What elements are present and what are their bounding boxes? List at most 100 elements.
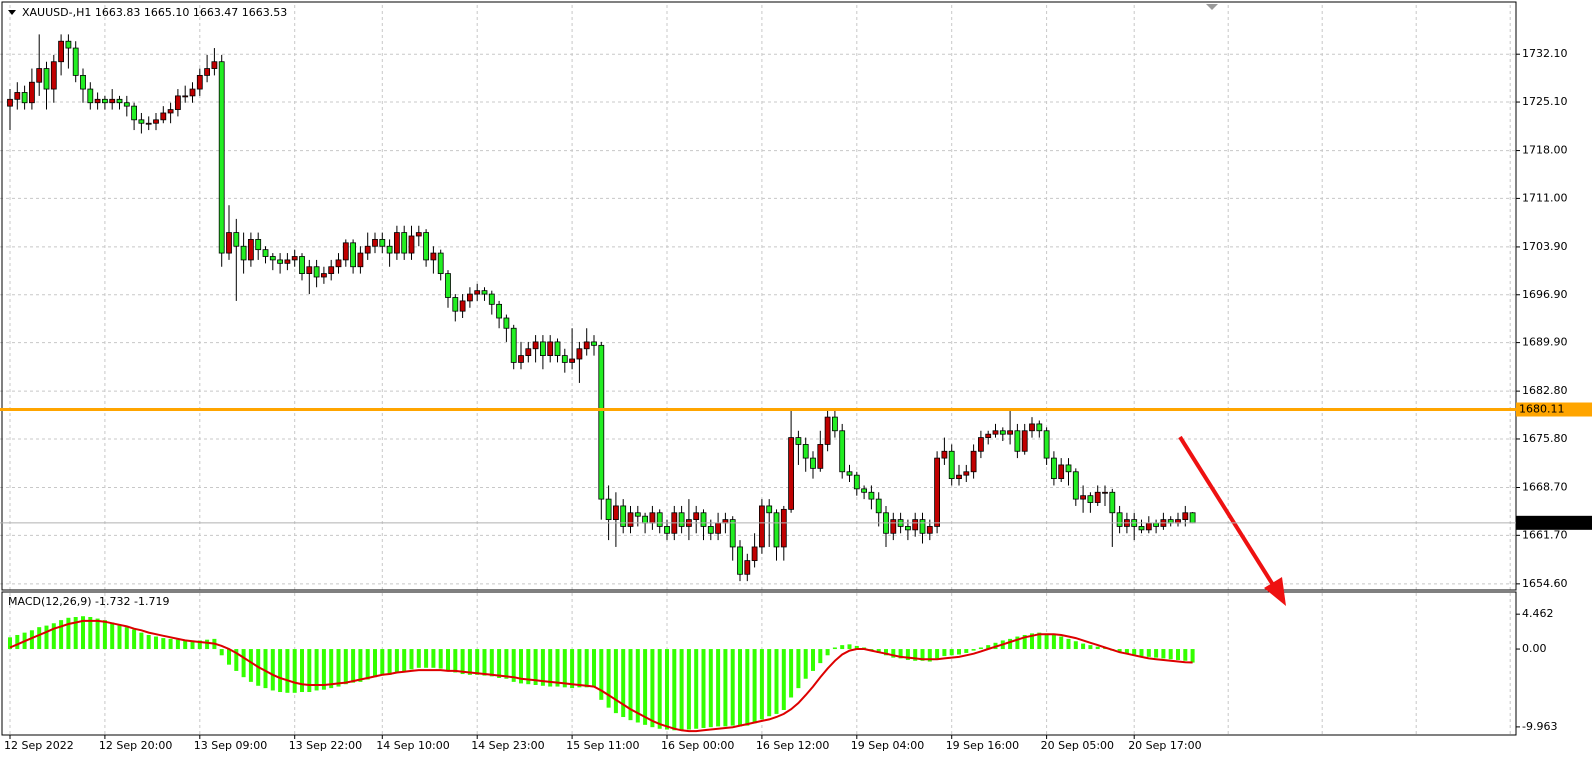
candle-body (50, 61, 57, 90)
candle-body (21, 92, 28, 104)
macd-bar (701, 649, 706, 728)
candle-body (364, 245, 371, 254)
macd-bar (942, 649, 947, 657)
candle-body (284, 259, 291, 264)
candle-body (810, 457, 816, 469)
macd-bar (613, 649, 618, 714)
candle-body (14, 92, 21, 100)
macd-bar (8, 637, 12, 650)
candle-body (1094, 491, 1101, 503)
macd-bar (29, 630, 34, 650)
x-tick-label: 20 Sep 05:00 (1041, 739, 1114, 752)
candle-body (123, 102, 130, 107)
macd-bar (949, 649, 954, 656)
candle-body (445, 273, 451, 298)
candle-body (386, 245, 393, 254)
candle-body (1051, 457, 1057, 480)
macd-bar (526, 649, 531, 685)
macd-bar (124, 627, 129, 650)
candle-body (269, 256, 276, 261)
macd-bar (971, 649, 976, 651)
candle-body (766, 505, 773, 514)
macd-bar (548, 649, 553, 687)
candle-body (554, 341, 561, 356)
candle-body (452, 297, 459, 312)
candle-body (532, 341, 539, 350)
macd-bar (431, 649, 436, 668)
macd-bar (635, 649, 640, 723)
candle-body (985, 433, 992, 438)
macd-bar (394, 649, 399, 673)
macd-bar (884, 649, 888, 656)
macd-bar (168, 638, 173, 650)
y-tick-label: 1696.90 (1522, 288, 1568, 301)
candle-body (547, 341, 554, 356)
candle-body (247, 239, 254, 261)
candle-body (591, 341, 597, 346)
candle-body (94, 98, 101, 104)
candle-body (218, 61, 225, 254)
macd-bar (592, 649, 596, 688)
macd-bar (562, 649, 567, 688)
candle-body (1014, 430, 1021, 452)
candle-body (912, 519, 919, 531)
marks (7, 34, 1196, 733)
candle-body (861, 488, 867, 493)
candle-body (240, 245, 247, 261)
candle-body (7, 98, 13, 107)
candle-body (167, 109, 174, 114)
macd-bar (380, 649, 385, 676)
candle-body (291, 256, 298, 261)
candle-body (1153, 522, 1159, 527)
candle-body (430, 252, 437, 261)
macd-bar (102, 620, 107, 650)
macd-bar (686, 649, 691, 730)
candle-body (109, 98, 116, 104)
candle-body (919, 519, 926, 534)
candle-body (503, 317, 510, 329)
macd-bar (913, 649, 918, 661)
macd-bar (1183, 649, 1188, 661)
macd-bar (1051, 634, 1056, 650)
macd-bar (161, 638, 166, 650)
candle-body (627, 512, 634, 527)
macd-bar (44, 625, 49, 650)
macd-bar (1015, 636, 1020, 650)
macd-bar (723, 649, 728, 727)
candle-body (890, 519, 897, 534)
x-tick-label: 20 Sep 17:00 (1128, 739, 1201, 752)
macd-bar (307, 649, 312, 693)
candle-body (1072, 471, 1079, 500)
macd-bar (920, 649, 925, 661)
macd-bar (1176, 649, 1180, 660)
candle-body (1087, 495, 1094, 503)
candle-body (999, 430, 1006, 435)
x-tick-label: 12 Sep 20:00 (99, 739, 172, 752)
y-tick-label: 0.00 (1522, 642, 1547, 655)
macd-bar (840, 645, 845, 650)
macd-bar (336, 649, 341, 687)
candle-body (488, 293, 495, 305)
candle-body (1145, 522, 1152, 531)
candle-body (868, 491, 875, 500)
macd-bar (1037, 632, 1042, 650)
macd-bar (818, 649, 823, 664)
candle-body (1116, 512, 1123, 527)
candle-body (474, 290, 481, 295)
candle-body (613, 505, 619, 521)
candle-body (693, 512, 700, 521)
macd-bar (891, 649, 896, 658)
candle-body (342, 242, 349, 261)
macd-bar (716, 649, 721, 727)
macd-bar (1066, 638, 1071, 650)
macd-bar (387, 649, 392, 675)
macd-bar (978, 647, 983, 650)
macd-bar (1081, 643, 1086, 650)
macd-bar (665, 649, 669, 730)
candle-body (963, 471, 970, 476)
candle-body (379, 239, 386, 247)
macd-bar (643, 649, 648, 725)
candle-body (226, 232, 232, 254)
candle-body (956, 474, 962, 480)
macd-bar (752, 649, 757, 724)
